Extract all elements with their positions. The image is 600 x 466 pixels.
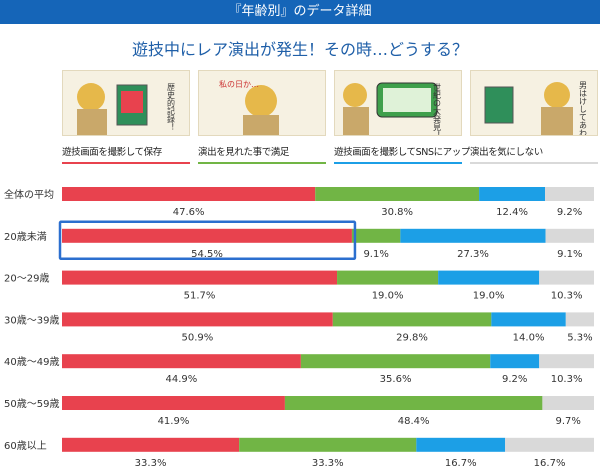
illustration-satisfied: 私の日か… bbox=[198, 70, 326, 136]
legend-label-save: 遊技画面を撮影して保存 bbox=[62, 147, 162, 158]
category-label: 30歳～39歳 bbox=[4, 314, 59, 326]
value-label: 51.7% bbox=[184, 291, 216, 302]
category-label: 60歳以上 bbox=[4, 440, 47, 452]
header-title: 『年齢別』のデータ詳細 bbox=[228, 4, 372, 19]
legend-line-ignore bbox=[470, 162, 598, 164]
legend-item-satisfied: 私の日か… 演出を見れた事で満足 bbox=[198, 70, 326, 170]
bar-segment bbox=[62, 228, 352, 243]
value-label: 12.4% bbox=[496, 207, 528, 218]
illustration-sns-icon: 世紀の大発見！ bbox=[343, 82, 442, 135]
legend-item-ignore: 男はけしてあわてぬ 演出を気にしない bbox=[470, 70, 598, 170]
bar-segment bbox=[416, 437, 506, 452]
legend-item-sns: 世紀の大発見！ 遊技画面を撮影してSNSにアップ bbox=[334, 70, 470, 170]
bar-segment bbox=[332, 312, 492, 327]
legend-item-save: 歴史的記録！ 遊技画面を撮影して保存 bbox=[62, 70, 190, 170]
bar-segment bbox=[505, 437, 594, 452]
value-label: 33.3% bbox=[312, 458, 344, 466]
bar-segment bbox=[337, 270, 439, 285]
value-label: 19.0% bbox=[473, 291, 505, 302]
value-label: 9.1% bbox=[363, 249, 388, 260]
legend-line-satisfied bbox=[198, 162, 326, 164]
value-label: 16.7% bbox=[445, 458, 477, 466]
value-label: 54.5% bbox=[191, 249, 223, 260]
value-label: 16.7% bbox=[534, 458, 566, 466]
legend-label-satisfied: 演出を見れた事で満足 bbox=[198, 147, 290, 158]
value-label: 10.3% bbox=[551, 374, 583, 385]
page-header: 『年齢別』のデータ詳細 bbox=[0, 0, 600, 24]
value-label: 50.9% bbox=[182, 332, 214, 343]
value-label: 9.1% bbox=[557, 249, 582, 260]
bar-segment bbox=[490, 354, 540, 369]
bar-segment bbox=[438, 270, 540, 285]
bar-segment bbox=[539, 270, 594, 285]
bar-segment bbox=[545, 228, 594, 243]
category-label: 20歳未満 bbox=[4, 231, 47, 243]
bar-segment bbox=[351, 228, 401, 243]
legend-line-save bbox=[62, 162, 190, 164]
illustration-save-caption: 歴史的記録！ bbox=[167, 83, 176, 131]
illustration-satisfied-caption: 私の日か… bbox=[219, 80, 259, 89]
value-label: 47.6% bbox=[173, 207, 205, 218]
value-label: 30.8% bbox=[381, 207, 413, 218]
value-label: 48.4% bbox=[398, 416, 430, 427]
category-label: 50歳～59歳 bbox=[4, 398, 59, 410]
bar-segment bbox=[565, 312, 594, 327]
illustration-sns-caption: 世紀の大発見！ bbox=[433, 82, 442, 135]
bar-segment bbox=[479, 187, 546, 201]
bar-segment bbox=[62, 187, 316, 201]
bar-segment bbox=[400, 228, 546, 243]
value-label: 5.3% bbox=[567, 332, 592, 343]
bar-segment bbox=[300, 354, 491, 369]
value-label: 9.2% bbox=[502, 374, 527, 385]
category-label: 20～29歳 bbox=[4, 273, 49, 285]
bar-segment bbox=[62, 270, 338, 285]
illustration-ignore-caption: 男はけしてあわてぬ bbox=[579, 81, 588, 135]
value-label: 14.0% bbox=[513, 332, 545, 343]
illustration-sns: 世紀の大発見！ bbox=[334, 70, 462, 136]
bar-segment bbox=[542, 396, 594, 410]
legend-label-sns: 遊技画面を撮影してSNSにアップ bbox=[334, 147, 470, 158]
bar-segment bbox=[284, 396, 543, 410]
value-label: 10.3% bbox=[551, 291, 583, 302]
bar-segment bbox=[62, 396, 285, 410]
bar-segment bbox=[62, 354, 301, 369]
illustration-satisfied-icon: 私の日か… bbox=[219, 80, 279, 135]
bar-segment bbox=[62, 437, 240, 452]
bar-segment bbox=[491, 312, 566, 327]
value-label: 19.0% bbox=[372, 291, 404, 302]
value-label: 9.2% bbox=[557, 207, 582, 218]
value-label: 9.7% bbox=[555, 416, 580, 427]
bar-segment bbox=[539, 354, 594, 369]
category-label: 全体の平均 bbox=[4, 188, 54, 201]
value-label: 35.6% bbox=[380, 374, 412, 385]
bar-segment bbox=[315, 187, 480, 201]
illustration-ignore: 男はけしてあわてぬ bbox=[470, 70, 598, 136]
value-label: 41.9% bbox=[158, 416, 190, 427]
category-label: 40歳～49歳 bbox=[4, 356, 59, 368]
value-label: 33.3% bbox=[135, 458, 167, 466]
illustration-ignore-icon: 男はけしてあわてぬ bbox=[484, 81, 588, 135]
value-label: 29.8% bbox=[396, 332, 428, 343]
bar-segment bbox=[62, 312, 333, 327]
value-label: 27.3% bbox=[457, 249, 489, 260]
bar-segment bbox=[545, 187, 594, 201]
illustration-save: 歴史的記録！ bbox=[62, 70, 190, 136]
highlight-box bbox=[58, 220, 357, 261]
illustration-save-icon: 歴史的記録！ bbox=[77, 83, 176, 135]
bar-segment bbox=[239, 437, 417, 452]
value-label: 44.9% bbox=[166, 374, 198, 385]
legend-line-sns bbox=[334, 162, 462, 164]
legend-label-ignore: 演出を気にしない bbox=[470, 147, 543, 158]
survey-question: 遊技中にレア演出が発生！その時…どうする？ bbox=[131, 40, 468, 59]
